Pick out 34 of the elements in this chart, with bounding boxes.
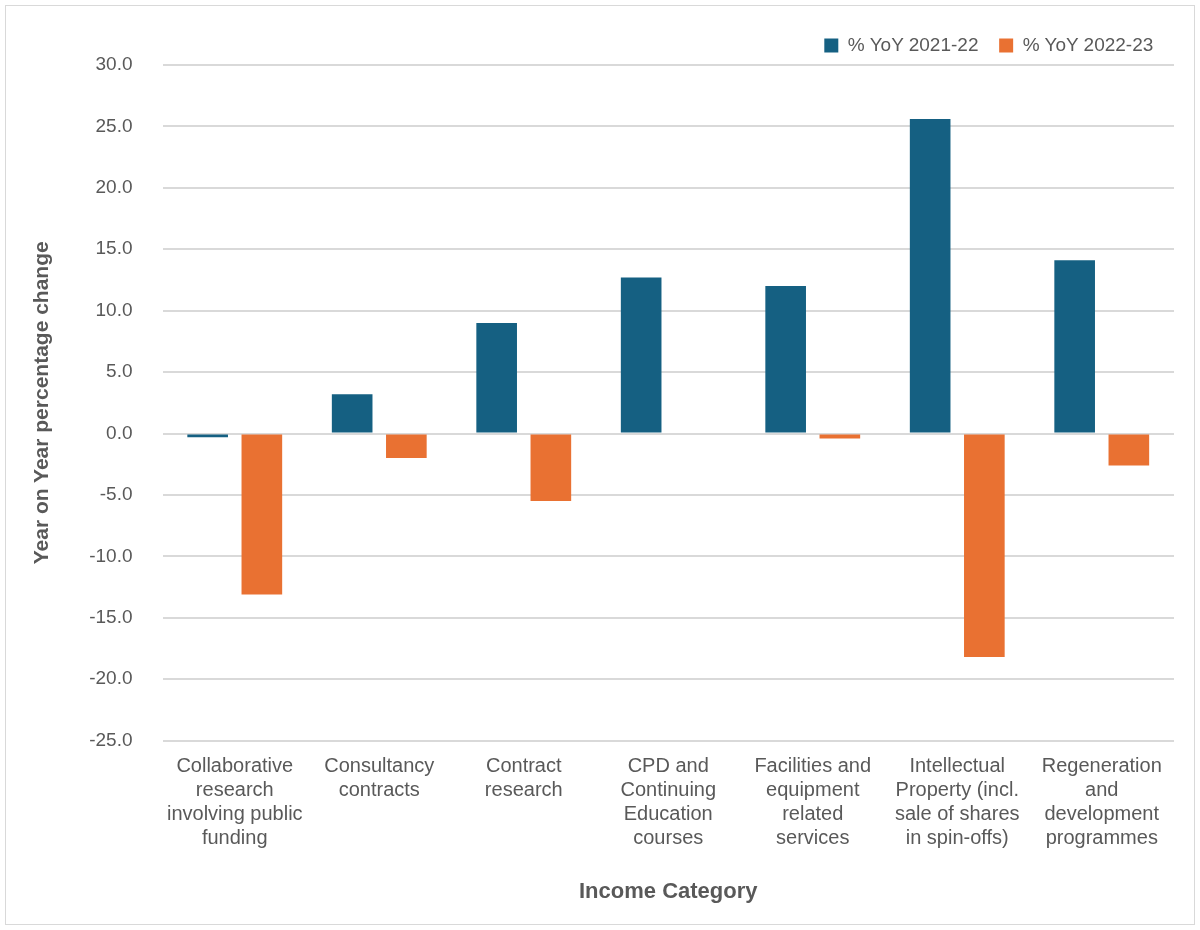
bar [1054,260,1095,433]
y-axis-title: Year on Year percentage change [29,241,53,565]
legend-label: % YoY 2021-22 [847,33,979,55]
bar [1108,434,1150,466]
bar [620,277,662,433]
x-tick-label: CPD and Continuing Education courses [620,754,717,849]
bar [241,434,283,595]
legend-label: % YoY 2022-23 [1022,33,1154,55]
x-tick-label: Contract research [484,754,563,801]
y-tick-label: 30.0 [95,53,133,75]
x-tick-label: Collaborative research involving public funding [166,754,303,849]
bar [386,434,427,459]
y-tick-label: 25.0 [95,114,133,136]
bar [331,394,373,433]
y-tick-label: -20.0 [89,667,133,689]
y-tick-label: -25.0 [89,728,133,750]
y-tick-label: 0.0 [106,421,133,443]
bar [964,434,1005,658]
bar [530,434,572,502]
y-tick-label: 5.0 [106,360,133,382]
y-tick-label: 15.0 [95,237,133,259]
x-tick-label: Consultancy contracts [324,754,435,801]
x-tick-label: Facilities and equipment related services [754,754,872,849]
y-tick-label: 10.0 [95,298,133,320]
y-tick-label: -10.0 [89,544,133,566]
y-tick-label: -5.0 [99,483,133,505]
x-tick-label: Regeneration and development programmes [1041,754,1162,849]
y-tick-label: -15.0 [89,606,133,627]
x-axis-title: Income Category [579,877,759,903]
bar [765,286,806,433]
x-tick-label: Intellectual Property (incl. sale of shares in spin-offs) [894,754,1020,849]
y-tick-label: 20.0 [95,176,133,198]
bar [476,322,517,433]
bar [909,119,951,433]
